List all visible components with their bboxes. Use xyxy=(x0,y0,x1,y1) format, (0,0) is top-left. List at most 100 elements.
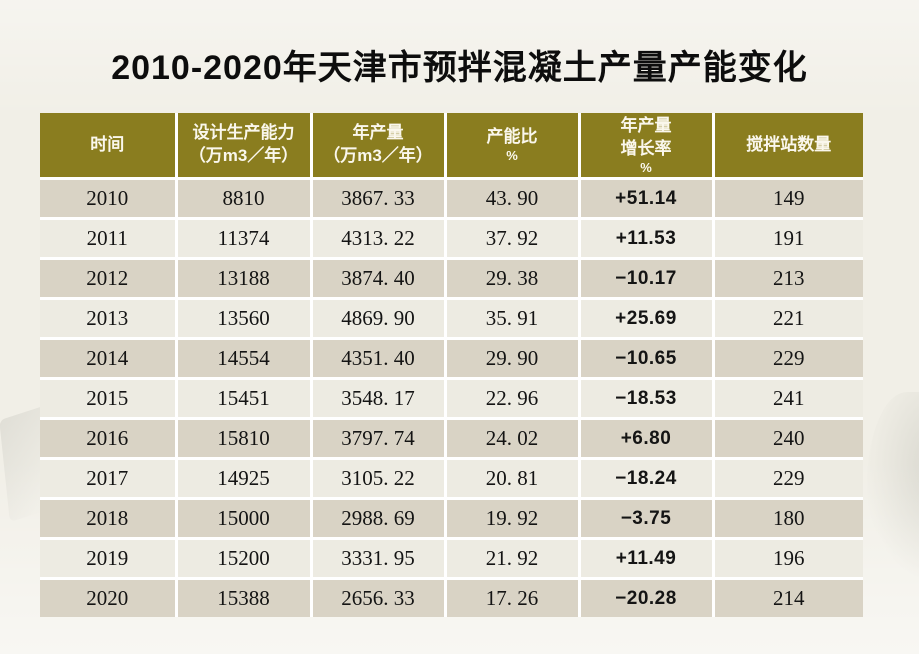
table-cell: 3874. 40 xyxy=(309,257,447,300)
table-cell: −10.65 xyxy=(577,337,715,380)
header-label: （万m3／年） xyxy=(323,146,433,165)
table-cell: 17. 26 xyxy=(443,577,581,619)
year-cell: 2017 xyxy=(38,457,178,500)
year-cell: 2019 xyxy=(38,537,178,580)
header-row: 时间 设计生产能力 （万m3／年） 年产量 （万m3／年） 产能比 % xyxy=(38,111,865,180)
table-cell: −20.28 xyxy=(577,577,715,619)
year-cell: 2014 xyxy=(38,337,178,380)
table-row: 2012 13188 3874. 40 29. 38 −10.17 213 xyxy=(38,257,865,300)
year-cell: 2010 xyxy=(38,177,178,220)
table-cell: 214 xyxy=(711,577,865,619)
table-cell: 180 xyxy=(711,497,865,540)
table-cell: 13560 xyxy=(174,297,313,340)
column-header-time: 时间 xyxy=(38,111,178,180)
table-cell: 15200 xyxy=(174,537,313,580)
background-texture-right xyxy=(867,392,919,577)
table-header: 时间 设计生产能力 （万m3／年） 年产量 （万m3／年） 产能比 % xyxy=(38,111,865,180)
table-cell: 11374 xyxy=(174,217,313,260)
table-row: 2010 8810 3867. 33 43. 90 +51.14 149 xyxy=(38,177,865,220)
table-cell: −10.17 xyxy=(577,257,715,300)
year-cell: 2015 xyxy=(38,377,178,420)
data-table: 时间 设计生产能力 （万m3／年） 年产量 （万m3／年） 产能比 % xyxy=(38,111,865,619)
table-cell: 15000 xyxy=(174,497,313,540)
table-cell: 14554 xyxy=(174,337,313,380)
table-cell: 2656. 33 xyxy=(309,577,447,619)
table-cell: 240 xyxy=(711,417,865,460)
table-cell: 221 xyxy=(711,297,865,340)
table-cell: 13188 xyxy=(174,257,313,300)
header-label: 搅拌站数量 xyxy=(746,134,832,154)
table-cell: 3548. 17 xyxy=(309,377,447,420)
header-label: 设计生产能力 xyxy=(192,123,295,143)
table-cell: +11.53 xyxy=(577,217,715,260)
table-cell: 15451 xyxy=(174,377,313,420)
table-cell: −18.53 xyxy=(577,377,715,420)
column-header-station-count: 搅拌站数量 xyxy=(711,111,865,180)
table-row: 2011 11374 4313. 22 37. 92 +11.53 191 xyxy=(38,217,865,260)
year-cell: 2012 xyxy=(38,257,178,300)
year-cell: 2016 xyxy=(38,417,178,460)
table-cell: −18.24 xyxy=(577,457,715,500)
table-cell: 3331. 95 xyxy=(309,537,447,580)
table-row: 2015 15451 3548. 17 22. 96 −18.53 241 xyxy=(38,377,865,420)
header-label: 年产量 xyxy=(352,123,404,143)
table-cell: 35. 91 xyxy=(443,297,581,340)
table-cell: 3867. 33 xyxy=(309,177,447,220)
year-cell: 2020 xyxy=(38,577,178,619)
header-label: （万m3／年） xyxy=(188,146,299,165)
table-cell: +51.14 xyxy=(577,177,715,220)
data-table-wrapper: 时间 设计生产能力 （万m3／年） 年产量 （万m3／年） 产能比 % xyxy=(38,111,865,619)
table-row: 2017 14925 3105. 22 20. 81 −18.24 229 xyxy=(38,457,865,500)
table-cell: 37. 92 xyxy=(443,217,581,260)
table-cell: 29. 38 xyxy=(443,257,581,300)
table-cell: 191 xyxy=(711,217,865,260)
table-row: 2020 15388 2656. 33 17. 26 −20.28 214 xyxy=(38,577,865,619)
table-cell: +25.69 xyxy=(577,297,715,340)
year-cell: 2013 xyxy=(38,297,178,340)
table-row: 2013 13560 4869. 90 35. 91 +25.69 221 xyxy=(38,297,865,340)
table-row: 2019 15200 3331. 95 21. 92 +11.49 196 xyxy=(38,537,865,580)
table-row: 2014 14554 4351. 40 29. 90 −10.65 229 xyxy=(38,337,865,380)
table-cell: 14925 xyxy=(174,457,313,500)
table-row: 2018 15000 2988. 69 19. 92 −3.75 180 xyxy=(38,497,865,540)
header-label: 产能比 xyxy=(486,127,538,147)
table-cell: 149 xyxy=(711,177,865,220)
page-title: 2010-2020年天津市预拌混凝土产量产能变化 xyxy=(111,49,808,87)
table-cell: 2988. 69 xyxy=(309,497,447,540)
table-cell: 4869. 90 xyxy=(309,297,447,340)
table-cell: 3105. 22 xyxy=(309,457,447,500)
column-header-design-capacity: 设计生产能力 （万m3／年） xyxy=(174,111,313,180)
year-cell: 2018 xyxy=(38,497,178,540)
table-cell: +6.80 xyxy=(577,417,715,460)
table-cell: +11.49 xyxy=(577,537,715,580)
header-label: % xyxy=(640,159,652,175)
table-cell: 241 xyxy=(711,377,865,420)
table-cell: 229 xyxy=(711,337,865,380)
table-cell: 15810 xyxy=(174,417,313,460)
header-label: 年产量 xyxy=(620,115,672,135)
table-cell: 19. 92 xyxy=(443,497,581,540)
table-cell: 229 xyxy=(711,457,865,500)
column-header-growth-rate: 年产量 增长率 % xyxy=(577,111,715,180)
table-body: 2010 8810 3867. 33 43. 90 +51.14 149 2011 11374… xyxy=(38,177,865,619)
column-header-annual-output: 年产量 （万m3／年） xyxy=(309,111,447,180)
table-cell: 8810 xyxy=(174,177,313,220)
header-label: % xyxy=(506,148,518,164)
header-label: 增长率 xyxy=(620,138,672,158)
table-cell: 4313. 22 xyxy=(309,217,447,260)
table-cell: −3.75 xyxy=(577,497,715,540)
table-cell: 43. 90 xyxy=(443,177,581,220)
table-cell: 213 xyxy=(711,257,865,300)
table-row: 2016 15810 3797. 74 24. 02 +6.80 240 xyxy=(38,417,865,460)
table-cell: 196 xyxy=(711,537,865,580)
header-label: 时间 xyxy=(90,134,125,154)
column-header-capacity-ratio: 产能比 % xyxy=(443,111,581,180)
table-cell: 3797. 74 xyxy=(309,417,447,460)
table-cell: 22. 96 xyxy=(443,377,581,420)
table-cell: 24. 02 xyxy=(443,417,581,460)
table-cell: 15388 xyxy=(174,577,313,619)
table-cell: 29. 90 xyxy=(443,337,581,380)
year-cell: 2011 xyxy=(38,217,178,260)
table-cell: 21. 92 xyxy=(443,537,581,580)
